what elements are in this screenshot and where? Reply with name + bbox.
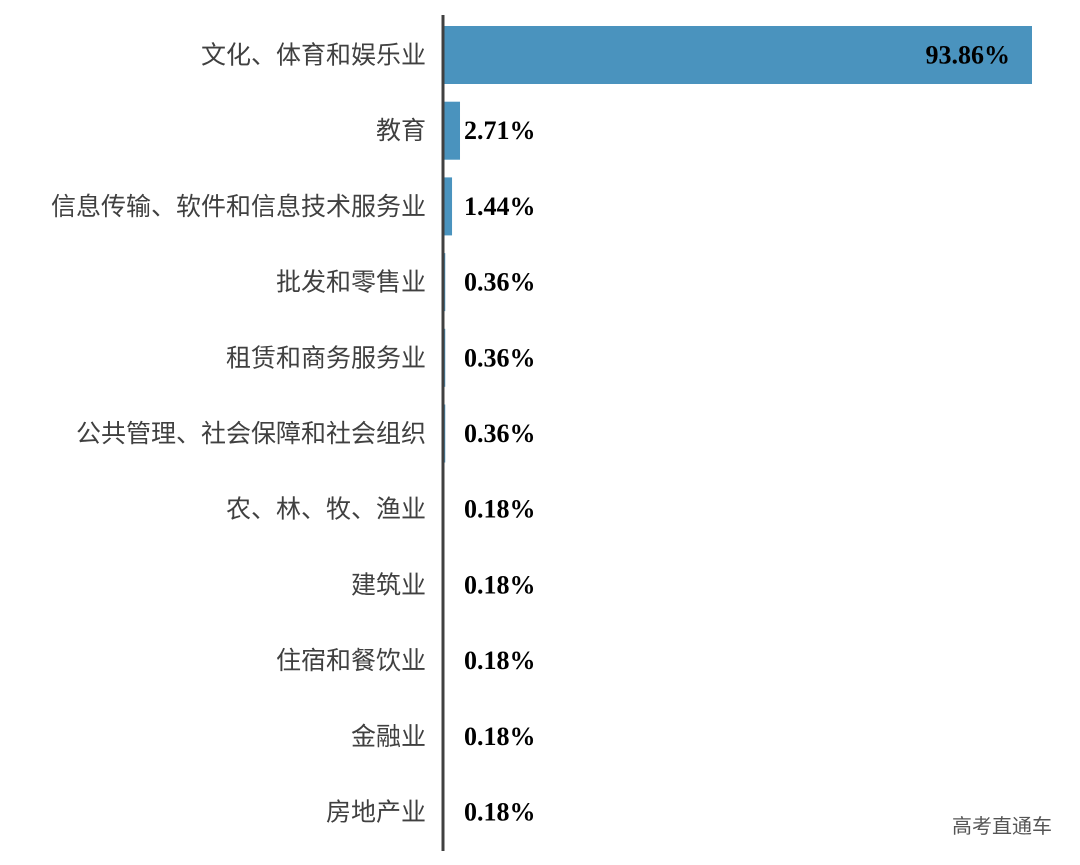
category-label-3: 批发和零售业	[276, 268, 426, 297]
bar-0	[443, 26, 1032, 84]
bar-1	[443, 101, 461, 160]
value-label-6: 0.18%	[464, 495, 536, 524]
value-label-7: 0.18%	[464, 570, 536, 599]
value-label-9: 0.18%	[464, 722, 536, 751]
category-label-8: 住宿和餐饮业	[276, 646, 426, 675]
category-label-9: 金融业	[351, 722, 426, 751]
category-label-6: 农、林、牧、渔业	[226, 495, 426, 524]
value-label-10: 0.18%	[464, 798, 536, 827]
category-label-4: 租赁和商务服务业	[226, 343, 426, 372]
watermark-text: 高考直通车	[952, 814, 1052, 838]
category-label-10: 房地产业	[326, 798, 426, 827]
value-label-5: 0.36%	[464, 419, 536, 448]
bar-2	[443, 177, 453, 236]
value-label-1: 2.71%	[464, 116, 536, 145]
value-label-8: 0.18%	[464, 646, 536, 675]
category-label-0: 文化、体育和娱乐业	[201, 41, 426, 70]
value-label-3: 0.36%	[464, 268, 536, 297]
value-label-2: 1.44%	[464, 192, 536, 221]
category-label-2: 信息传输、软件和信息技术服务业	[51, 192, 426, 221]
category-label-5: 公共管理、社会保障和社会组织	[76, 419, 426, 448]
value-labels-group: 93.86% 2.71% 1.44% 0.36% 0.36% 0.36% 0.18% 0.18…	[464, 41, 1010, 827]
value-label-0: 93.86%	[926, 41, 1011, 70]
category-label-1: 教育	[376, 116, 426, 145]
category-labels-group: 文化、体育和娱乐业教育信息传输、软件和信息技术服务业批发和零售业租赁和商务服务业…	[51, 41, 426, 827]
category-label-7: 建筑业	[351, 570, 426, 599]
value-label-4: 0.36%	[464, 343, 536, 372]
